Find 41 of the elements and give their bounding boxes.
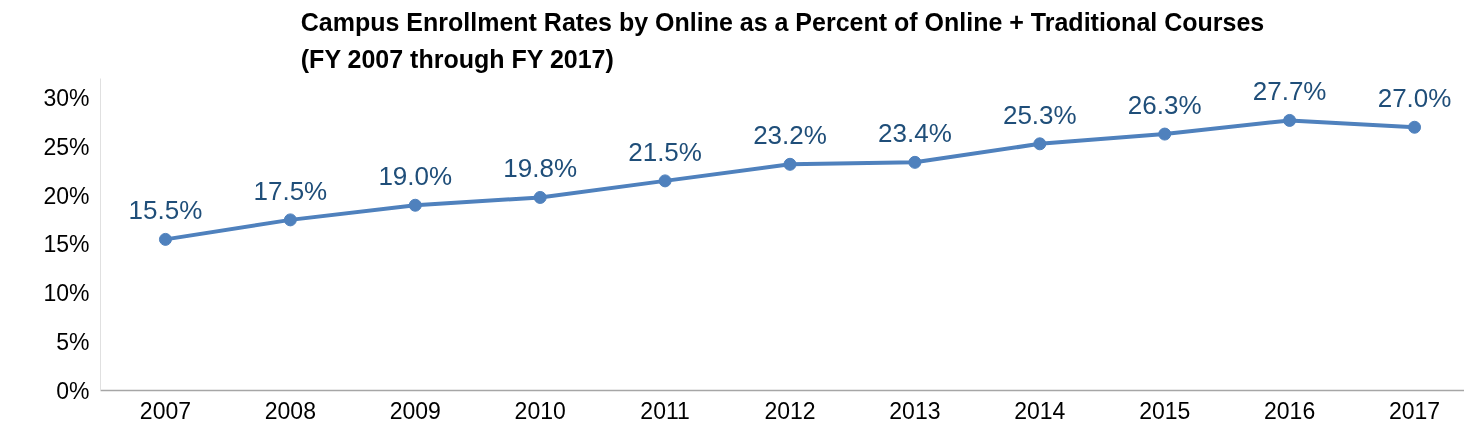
data-label: 17.5% xyxy=(253,175,328,206)
x-tick-label: 2014 xyxy=(1014,397,1066,424)
data-label: 15.5% xyxy=(128,195,203,226)
data-label: 25.3% xyxy=(1002,99,1077,130)
data-label: 27.0% xyxy=(1377,83,1452,114)
data-label: 23.4% xyxy=(878,118,952,149)
x-tick-label: 2011 xyxy=(640,397,690,424)
x-tick-label: 2007 xyxy=(139,397,192,424)
y-tick-label: 0% xyxy=(56,377,90,404)
point xyxy=(1158,127,1172,141)
x-tick-label: 2013 xyxy=(889,397,941,424)
x-tick-label: 2017 xyxy=(1388,397,1441,424)
y-tick-label: 15% xyxy=(43,231,90,258)
x-tick-label: 2015 xyxy=(1139,397,1191,424)
x-tick-label: 2009 xyxy=(389,397,441,424)
x-tick-label: 2012 xyxy=(764,397,816,424)
y-tick-label: 5% xyxy=(56,328,90,355)
x-tick-label: 2008 xyxy=(264,397,316,424)
data-label: 23.2% xyxy=(753,120,827,151)
data-label: 26.3% xyxy=(1127,90,1202,121)
data-label: 19.8% xyxy=(503,153,578,184)
x-tick-label: 2016 xyxy=(1264,397,1316,424)
point xyxy=(908,155,922,169)
data-label: 27.7% xyxy=(1252,76,1327,107)
data-label: 19.0% xyxy=(378,161,453,192)
point xyxy=(783,157,797,171)
point xyxy=(1033,137,1047,151)
point xyxy=(533,190,547,204)
point xyxy=(408,198,422,212)
y-tick-label: 25% xyxy=(43,133,90,160)
point xyxy=(658,174,672,188)
chart-title: Campus Enrollment Rates by Online as a Percent of Online + Traditional Courses (FY 2007 through FY 2017) xyxy=(300,7,1265,74)
y-tick-label: 10% xyxy=(43,280,90,306)
y-tick-label: 30% xyxy=(43,85,90,111)
x-tick-label: 2010 xyxy=(514,397,566,424)
point xyxy=(1408,120,1422,134)
y-tick-label: 20% xyxy=(43,182,90,209)
data-label: 21.5% xyxy=(628,136,702,167)
point xyxy=(283,213,297,227)
point xyxy=(1283,113,1297,127)
point xyxy=(158,232,172,246)
